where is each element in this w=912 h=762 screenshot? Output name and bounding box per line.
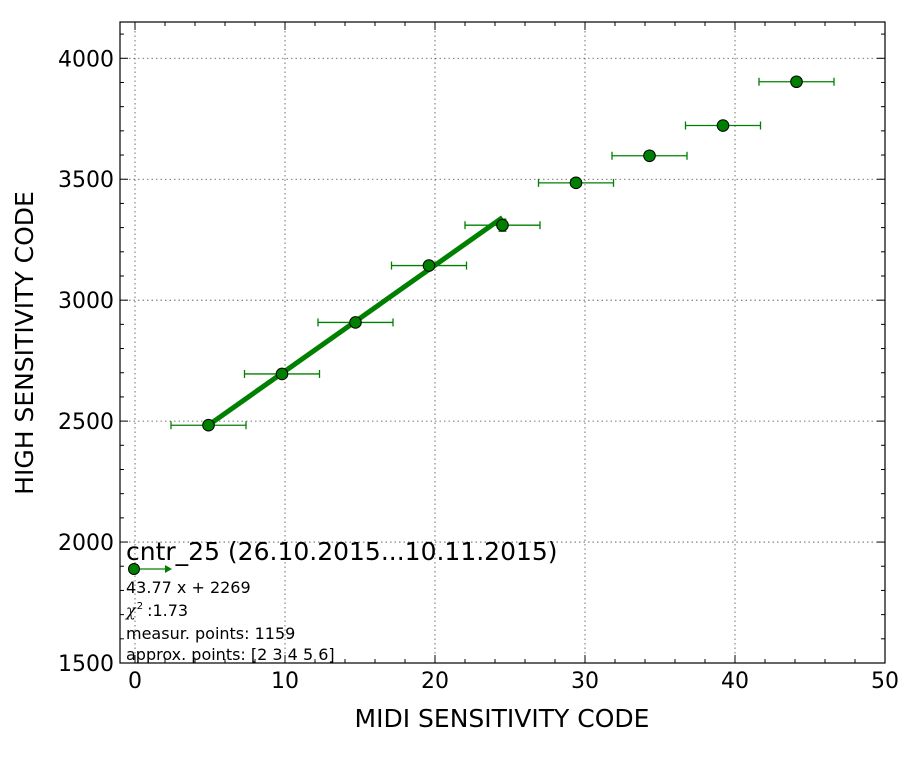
x-tick-label: 0: [128, 669, 142, 694]
data-point: [202, 418, 215, 432]
data-point: [275, 367, 289, 381]
x-tick-label: 20: [421, 669, 449, 694]
data-point: [643, 149, 656, 163]
legend-arrow-icon: [165, 565, 172, 573]
data-point: [422, 259, 436, 272]
y-axis-label: HIGH SENSITIVITY CODE: [10, 191, 39, 495]
x-tick-label: 30: [571, 669, 599, 694]
legend: cntr_25 (26.10.2015...10.11.2015) 43.77 …: [125, 537, 558, 664]
y-tick-label: 3000: [58, 289, 114, 314]
data-points: [170, 75, 835, 432]
data-point: [790, 75, 803, 89]
y-tick-label: 4000: [58, 47, 114, 72]
legend-marker-icon: [128, 563, 140, 575]
y-tick-label: 1500: [58, 652, 114, 677]
legend-approx-points: approx. points: [2 3 4 5 6]: [126, 645, 335, 664]
x-tick-label: 40: [721, 669, 749, 694]
axis-ticks: [120, 22, 886, 664]
legend-chi-superscript: 2: [137, 601, 143, 612]
data-point: [349, 316, 362, 329]
data-point: [569, 176, 583, 190]
legend-chi-value: :1.73: [147, 601, 188, 620]
tick-labels: 0 10 20 30 40 50 1500 2000 2500 3000 3500 4000: [58, 47, 899, 694]
y-tick-label: 2500: [58, 410, 114, 435]
legend-chi-symbol: χ: [125, 601, 137, 620]
data-point: [496, 218, 509, 232]
legend-fit-equation: 43.77 x + 2269: [126, 578, 251, 597]
plot-frame: [119, 21, 886, 664]
y-tick-label: 3500: [58, 168, 114, 193]
legend-chi-squared: χ2 :1.73: [125, 601, 188, 620]
legend-title: cntr_25 (26.10.2015...10.11.2015): [126, 537, 558, 566]
plot-area: [120, 22, 885, 663]
data-point: [716, 119, 730, 132]
legend-measured-points: measur. points: 1159: [126, 624, 295, 643]
y-tick-label: 2000: [58, 531, 114, 556]
x-tick-label: 10: [271, 669, 299, 694]
x-axis-label: MIDI SENSITIVITY CODE: [355, 704, 650, 733]
x-tick-label: 50: [871, 669, 899, 694]
